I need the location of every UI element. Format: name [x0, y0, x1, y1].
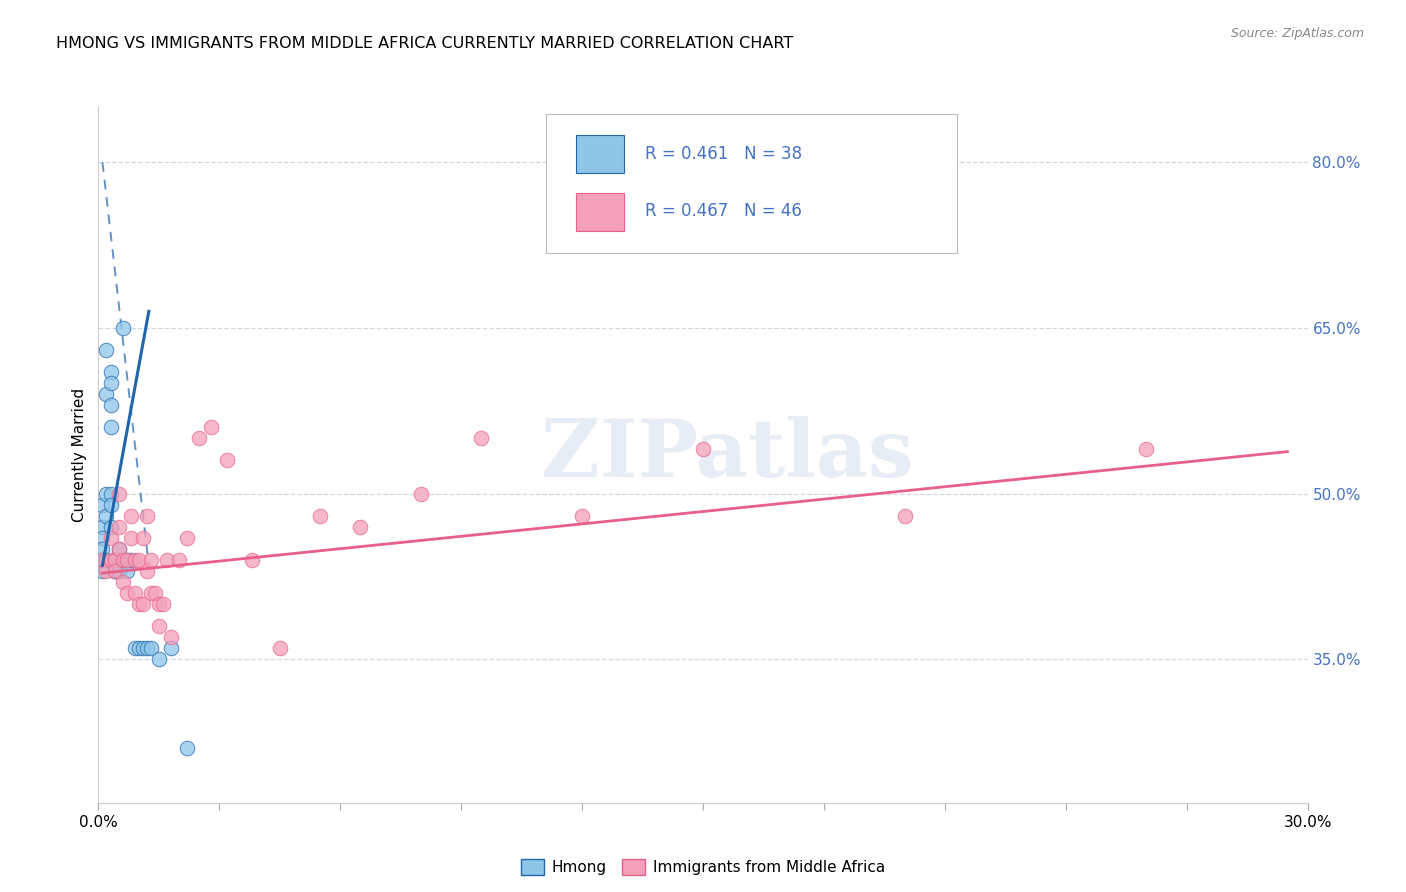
Point [100, 420, 122, 434]
Point [148, 652, 170, 666]
Text: HMONG VS IMMIGRANTS FROM MIDDLE AFRICA CURRENTLY MARRIED CORRELATION CHART: HMONG VS IMMIGRANTS FROM MIDDLE AFRICA C… [56, 36, 793, 51]
Point [148, 619, 170, 633]
Point [692, 442, 714, 457]
Point [167, 553, 190, 567]
Point [139, 586, 162, 600]
Point [111, 321, 134, 335]
FancyBboxPatch shape [576, 135, 624, 173]
Text: ZIPatlas: ZIPatlas [541, 416, 914, 494]
Point [100, 486, 122, 500]
Point [409, 486, 432, 500]
Point [91, 519, 114, 533]
Point [96, 564, 118, 578]
Point [135, 641, 157, 656]
Point [135, 564, 157, 578]
Point [107, 519, 129, 533]
Point [132, 641, 155, 656]
Point [124, 586, 146, 600]
Point [100, 365, 122, 379]
Point [111, 553, 134, 567]
Point [139, 641, 162, 656]
Point [103, 553, 125, 567]
Point [176, 531, 198, 545]
Point [893, 508, 915, 523]
Point [100, 376, 122, 391]
Point [91, 553, 114, 567]
Point [120, 553, 142, 567]
Point [152, 597, 174, 611]
Point [176, 740, 198, 755]
FancyBboxPatch shape [546, 114, 957, 253]
Point [240, 553, 263, 567]
Point [103, 553, 125, 567]
Point [470, 431, 492, 445]
Point [217, 453, 239, 467]
Point [115, 586, 138, 600]
Point [107, 564, 129, 578]
Point [103, 564, 125, 578]
Point [100, 531, 122, 545]
Point [107, 541, 129, 556]
Point [103, 564, 125, 578]
Point [100, 498, 122, 512]
Point [148, 597, 170, 611]
Point [188, 431, 211, 445]
Point [128, 597, 150, 611]
Point [103, 553, 125, 567]
Point [107, 486, 129, 500]
Point [100, 519, 122, 533]
Point [309, 508, 332, 523]
Point [120, 508, 142, 523]
Point [124, 553, 146, 567]
Point [91, 498, 114, 512]
Point [128, 553, 150, 567]
FancyBboxPatch shape [576, 193, 624, 231]
Point [132, 597, 155, 611]
Point [107, 553, 129, 567]
Y-axis label: Currently Married: Currently Married [72, 388, 87, 522]
Point [160, 641, 183, 656]
Point [124, 641, 146, 656]
Point [143, 586, 166, 600]
Point [103, 553, 125, 567]
Point [135, 508, 157, 523]
Text: Source: ZipAtlas.com: Source: ZipAtlas.com [1230, 27, 1364, 40]
Point [132, 531, 155, 545]
Point [91, 564, 114, 578]
Point [91, 541, 114, 556]
Point [269, 641, 291, 656]
Text: R = 0.467   N = 46: R = 0.467 N = 46 [645, 202, 801, 220]
Point [96, 343, 118, 357]
Point [160, 630, 183, 644]
Point [115, 553, 138, 567]
Point [115, 553, 138, 567]
Point [120, 531, 142, 545]
Point [571, 508, 593, 523]
Point [139, 553, 162, 567]
Point [91, 553, 114, 567]
Point [91, 531, 114, 545]
Point [96, 387, 118, 401]
Point [349, 519, 371, 533]
Legend: Hmong, Immigrants from Middle Africa: Hmong, Immigrants from Middle Africa [522, 859, 884, 875]
Point [96, 486, 118, 500]
Point [100, 553, 122, 567]
Point [96, 508, 118, 523]
Point [115, 564, 138, 578]
Point [156, 553, 179, 567]
Point [200, 420, 222, 434]
Point [100, 398, 122, 412]
Point [111, 574, 134, 589]
Point [107, 541, 129, 556]
Point [128, 641, 150, 656]
Point [1135, 442, 1157, 457]
Point [96, 553, 118, 567]
Point [103, 564, 125, 578]
Text: R = 0.461   N = 38: R = 0.461 N = 38 [645, 145, 801, 163]
